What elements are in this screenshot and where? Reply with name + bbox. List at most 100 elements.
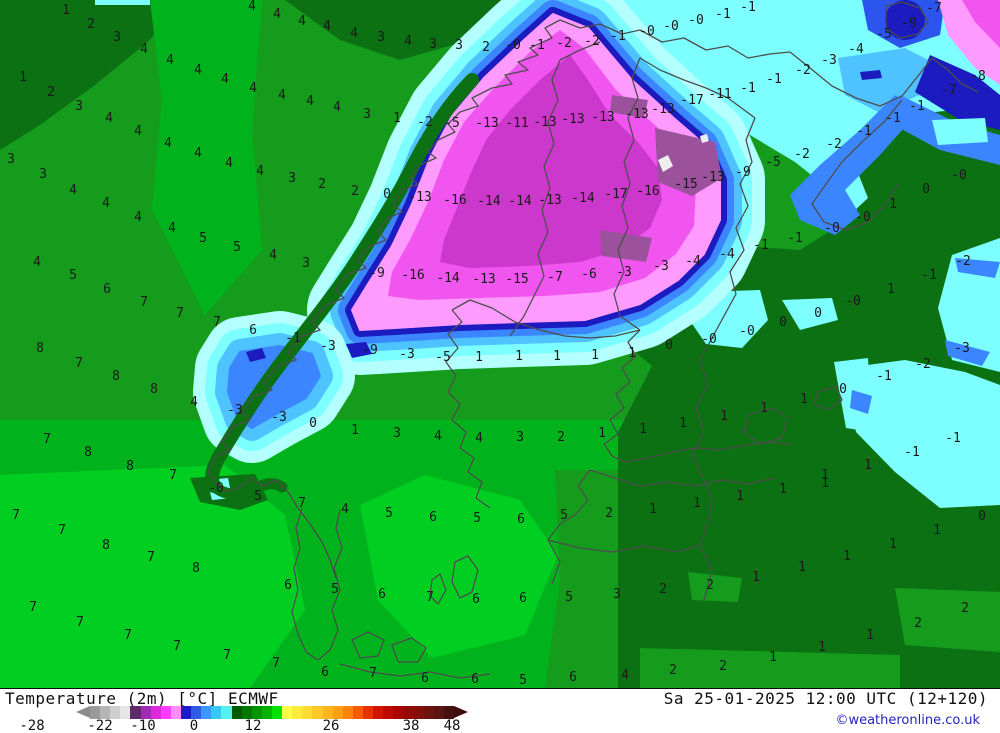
coastline [291,507,343,661]
temp-value-label: 6 [517,512,525,527]
coastline [207,19,561,579]
temp-value-label: -5 [435,350,451,365]
temp-value-label: 3 [302,256,310,271]
temp-value-label: 5 [233,240,241,255]
colorbar-segment [221,706,232,719]
temp-value-label: 4 [102,196,110,211]
temp-value-label: 3 [516,430,524,445]
temp-value-label: -4 [685,254,701,269]
temp-value-label: 7 [76,615,84,630]
temp-region [955,258,1000,278]
temp-value-label: 4 [164,136,172,151]
temp-value-label: -0 [688,13,704,28]
temp-value-label: 1 [720,409,728,424]
temp-value-label: -1 [856,124,872,139]
temp-value-label: -0 [951,168,967,183]
colorbar-segment [251,706,262,719]
temp-value-label: -6 [581,267,597,282]
temp-value-label: 1 [62,3,70,18]
temp-value-label: -13 [475,116,498,131]
colorbar-segment [120,706,131,719]
temp-value-label: 6 [249,323,257,338]
temp-value-label: 3 [7,152,15,167]
colorbar-tick: 48 [443,718,461,733]
colorbar-right-arrow [454,706,468,718]
temp-region [0,0,178,150]
temp-value-label: -4 [848,42,864,57]
temp-value-label: 2 [659,582,667,597]
temp-value-label: 4 [306,94,314,109]
temp-region [860,70,882,80]
colorbar-segment [443,706,454,719]
temp-value-label: 3 [75,99,83,114]
temp-value-label: -7 [926,1,942,16]
colorbar-segment [100,706,111,719]
temp-region [655,128,722,196]
colorbar-segment [362,706,374,719]
temp-value-label: -17 [604,187,627,202]
temp-value-label: 1 [649,502,657,517]
colorbar-segment [130,706,141,719]
temp-value-label: -2 [584,34,600,49]
temp-value-label: 5 [254,489,262,504]
temp-value-label: 2 [914,616,922,631]
temp-region [932,118,988,145]
temp-value-label: 1 [818,640,826,655]
temp-value-label: -3 [616,265,632,280]
temp-value-label: 1 [889,537,897,552]
copyright-link[interactable]: ©weatheronline.co.uk [835,713,980,728]
temp-value-label: -14 [477,194,501,209]
temp-value-label: -2 [417,115,433,130]
temp-value-label: -3 [227,403,243,418]
temp-value-label: -13 [591,110,614,125]
temp-value-label: 3 [288,171,296,186]
temp-value-label: 7 [147,550,155,565]
temp-value-label: 5 [560,508,568,523]
temp-value-label: 1 [693,496,701,511]
colorbar-segment [373,706,384,719]
temp-value-label: 1 [800,392,808,407]
temp-value-label: -13 [533,115,556,130]
temp-value-label: 7 [43,432,51,447]
temp-value-label: -9 [369,266,385,281]
temp-value-label: 0 [978,509,986,524]
temp-region [895,588,1000,652]
temp-value-label: -11 [708,87,731,102]
temp-region [782,298,838,330]
temp-value-label: 7 [176,306,184,321]
temp-value-label: 7 [369,666,377,681]
coastline [603,329,793,463]
temp-value-label: 4 [190,395,198,410]
temp-value-label: -13 [651,102,674,117]
temp-value-label: 7 [75,356,83,371]
temp-value-label: -1 [753,238,769,253]
temp-value-label: -2 [794,147,810,162]
temp-value-label: -0 [208,481,224,496]
temp-value-label: 8 [36,341,44,356]
colorbar-segment [160,706,171,719]
temp-value-label: 4 [194,146,202,161]
temp-value-label: 4 [269,248,277,263]
colorbar-segment [231,706,242,719]
temp-value-label: 5 [385,506,393,521]
temp-value-label: 1 [679,416,687,431]
colorbar-segment [302,706,313,719]
coastline [445,309,491,509]
temp-value-label: -13 [472,272,495,287]
temp-value-label: -4 [719,247,735,262]
coastline [639,57,756,119]
temp-value-label: 4 [105,111,113,126]
legend-title-text: Temperature (2m) [5,689,168,708]
temperature-colorbar [90,706,454,719]
temp-value-label: 1 [889,197,897,212]
temp-region [962,0,1000,48]
temp-region [945,340,990,366]
colorbar-tick: 0 [189,718,199,733]
temp-value-label: 1 [864,458,872,473]
temp-value-label: -1 [945,431,961,446]
temp-value-label: 4 [273,7,281,22]
temp-value-label: 2 [318,177,326,192]
temp-value-label: 6 [284,578,292,593]
